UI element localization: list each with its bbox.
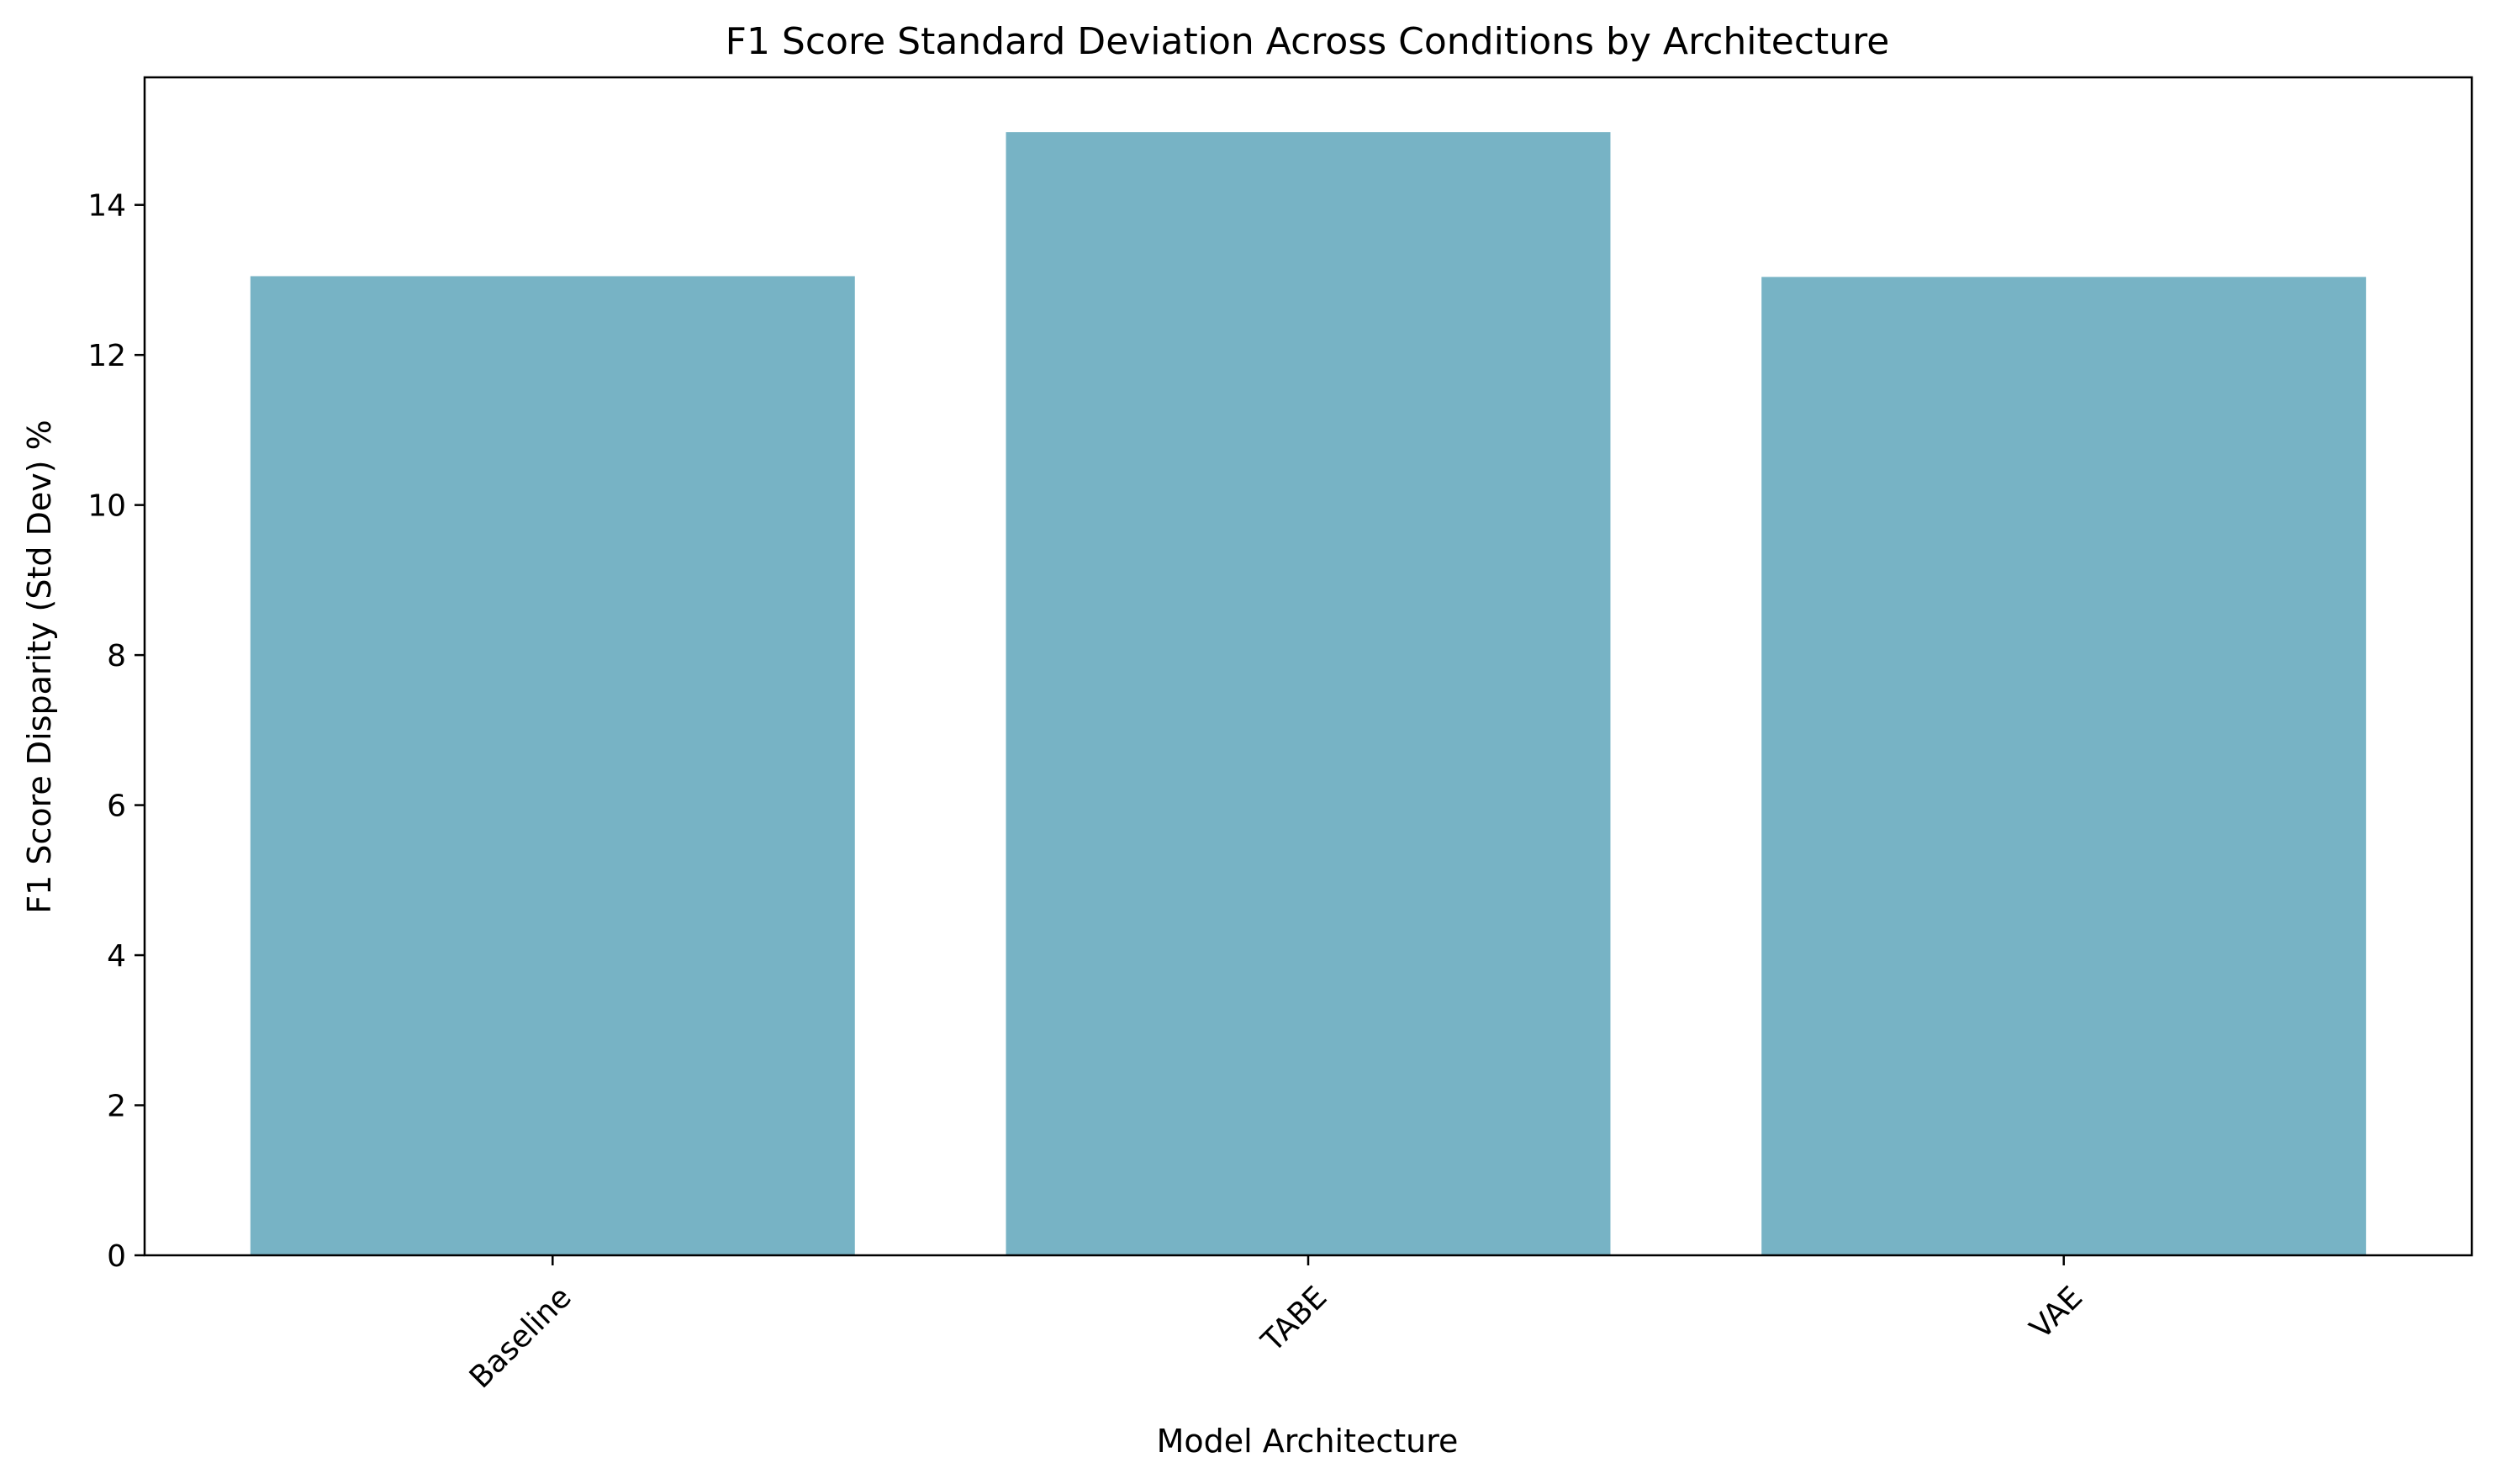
- y-tick-label: 10: [87, 489, 126, 524]
- x-tick-label-vae: VAE: [2024, 1280, 2089, 1345]
- bar-baseline: [250, 276, 855, 1256]
- y-axis-label: F1 Score Disparity (Std Dev) %: [21, 420, 58, 913]
- x-axis-label: Model Architecture: [1157, 1423, 1459, 1460]
- x-tick-label-tabe: TABE: [1254, 1280, 1333, 1359]
- x-tick-label-baseline: Baseline: [463, 1280, 578, 1395]
- y-tick-label: 8: [107, 639, 126, 673]
- chart-title: F1 Score Standard Deviation Across Condi…: [726, 20, 1890, 63]
- y-tick-label: 0: [107, 1239, 126, 1274]
- bar-tabe: [1006, 132, 1611, 1255]
- y-tick-label: 14: [87, 189, 126, 224]
- y-tick-label: 4: [107, 939, 126, 974]
- plot-area: 0 2 4 6 8 10 12 14 Baseline TABE VAE: [87, 76, 2473, 1395]
- y-tick-label: 12: [87, 339, 126, 373]
- y-tick-label: 6: [107, 790, 126, 824]
- bar-vae: [1761, 277, 2367, 1255]
- y-tick-label: 2: [107, 1090, 126, 1124]
